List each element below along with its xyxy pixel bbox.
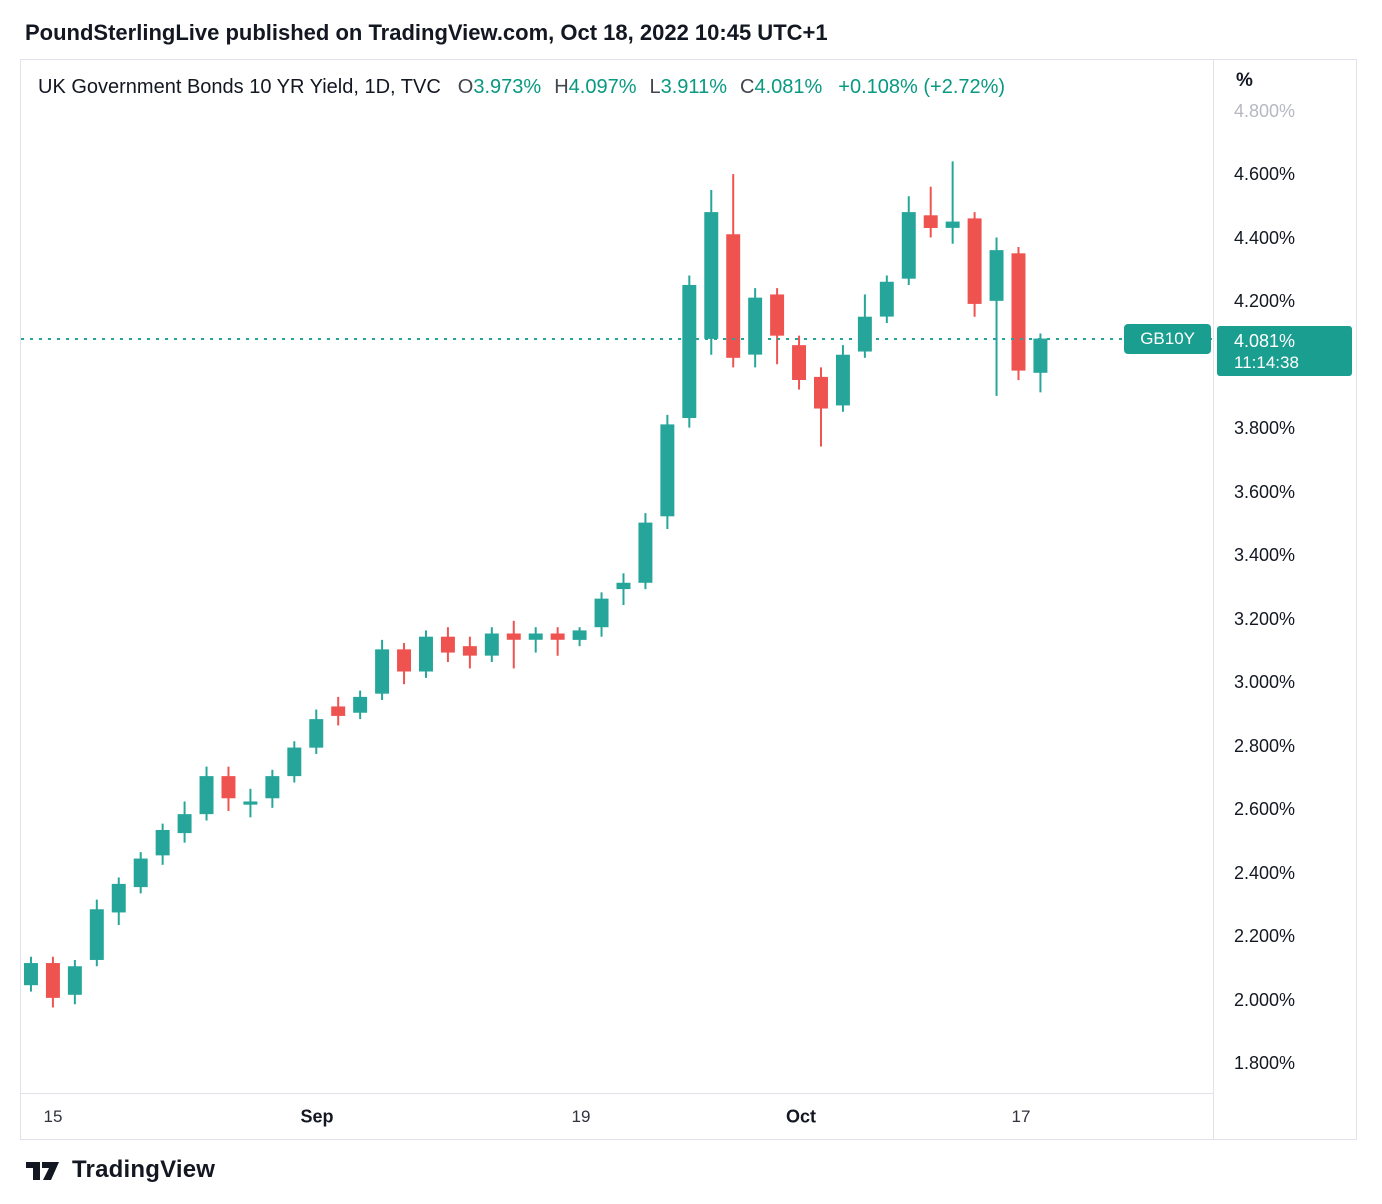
symbol-price-pill: GB10Y	[1124, 324, 1211, 355]
candle	[265, 769, 280, 808]
candle	[418, 630, 433, 678]
candle	[594, 592, 609, 637]
change-value: +0.108% (+2.72%)	[838, 76, 1006, 98]
candle	[89, 899, 104, 967]
axis-unit-label: %	[1236, 70, 1253, 91]
candle	[879, 275, 894, 323]
chart-widget: GB10Y UK Government Bonds 10 YR Yield, 1…	[20, 59, 1357, 1140]
candle	[199, 766, 214, 821]
candle	[397, 643, 412, 685]
chart-legend: UK Government Bonds 10 YR Yield, 1D, TVC…	[38, 76, 1005, 99]
candle	[770, 288, 785, 365]
x-axis-label: Oct	[785, 1106, 817, 1126]
candle	[792, 335, 807, 390]
tradingview-brand[interactable]: TradingView	[25, 1155, 1357, 1185]
candle	[309, 709, 324, 754]
candle	[111, 877, 126, 926]
last-price: 4.081%	[1234, 331, 1296, 352]
candle	[682, 275, 697, 428]
ohlc-high: H4.097%	[554, 76, 637, 98]
candle	[331, 696, 346, 726]
time-axis[interactable]: 15 Sep 19 Oct 17	[21, 1093, 1213, 1139]
candle	[375, 639, 390, 701]
candle	[177, 801, 192, 843]
candle	[857, 294, 872, 358]
y-axis-label: 2.000%	[1234, 990, 1296, 1010]
y-axis-label: 4.600%	[1234, 164, 1296, 184]
candle	[506, 620, 521, 669]
chart-column: GB10Y UK Government Bonds 10 YR Yield, 1…	[21, 60, 1213, 1139]
y-axis-label: 4.800%	[1234, 101, 1296, 121]
y-axis-label: 4.200%	[1234, 291, 1296, 311]
candle	[901, 196, 916, 285]
tradingview-brand-text: TradingView	[72, 1156, 216, 1183]
candlestick-series	[23, 161, 1048, 1008]
candle	[704, 189, 719, 355]
candle	[550, 627, 565, 656]
candle	[67, 959, 82, 1005]
ohlc-low: L3.911%	[649, 76, 727, 98]
price-axis[interactable]: % 4.081% 11:14:38 4.800% 4.600% 4.400% 4.20…	[1213, 60, 1356, 1139]
ohlc-close: C4.081%	[739, 76, 823, 98]
candle	[660, 414, 675, 529]
candle	[726, 174, 741, 368]
attribution-text: PoundSterlingLive published on TradingVi…	[25, 20, 828, 45]
price-axis-label: 4.081% 11:14:38	[1217, 326, 1352, 377]
y-axis-label: 3.600%	[1234, 482, 1296, 502]
candle	[243, 788, 258, 818]
candle	[23, 956, 38, 992]
y-axis-label: 2.200%	[1234, 926, 1296, 946]
candle	[133, 852, 148, 894]
symbol-pill-label: GB10Y	[1140, 329, 1195, 349]
candle	[1033, 333, 1048, 393]
y-axis-label: 1.800%	[1234, 1053, 1296, 1073]
candle	[923, 186, 938, 238]
tradingview-logo-icon	[26, 1162, 59, 1180]
chart-canvas[interactable]: GB10Y UK Government Bonds 10 YR Yield, 1…	[21, 60, 1213, 1093]
candle	[572, 627, 587, 647]
candle	[989, 237, 1004, 396]
ohlc-open: O3.973%	[457, 76, 542, 98]
x-axis-label: 15	[43, 1106, 63, 1126]
y-axis-label: 3.200%	[1234, 609, 1296, 629]
candle	[835, 345, 850, 412]
y-axis-label: 3.400%	[1234, 545, 1296, 565]
candle	[814, 367, 828, 447]
y-axis-label: 3.800%	[1234, 418, 1296, 438]
candle	[287, 741, 302, 783]
x-axis-label: Sep	[300, 1106, 334, 1126]
candle	[638, 513, 653, 590]
candle	[967, 212, 982, 317]
candle	[484, 627, 499, 663]
candle	[462, 636, 477, 669]
current-price-line	[21, 338, 1213, 341]
candle	[945, 161, 960, 244]
y-axis-label: 3.000%	[1234, 672, 1296, 692]
candle	[440, 627, 455, 663]
candle	[616, 573, 631, 606]
y-axis-label: 4.400%	[1234, 228, 1296, 248]
y-axis-label: 2.600%	[1234, 799, 1296, 819]
bar-countdown: 11:14:38	[1234, 353, 1299, 373]
candle	[221, 766, 236, 811]
candle	[528, 627, 543, 653]
y-axis-label: 2.800%	[1234, 736, 1296, 756]
candle	[155, 823, 170, 865]
x-axis-label: 19	[571, 1106, 591, 1126]
x-axis-label: 17	[1011, 1106, 1031, 1126]
candle	[1011, 246, 1026, 381]
y-axis-label: 2.400%	[1234, 863, 1296, 883]
candle	[353, 690, 368, 720]
symbol-title: UK Government Bonds 10 YR Yield, 1D, TVC	[38, 76, 441, 98]
candle	[45, 956, 60, 1008]
candle	[748, 288, 763, 368]
